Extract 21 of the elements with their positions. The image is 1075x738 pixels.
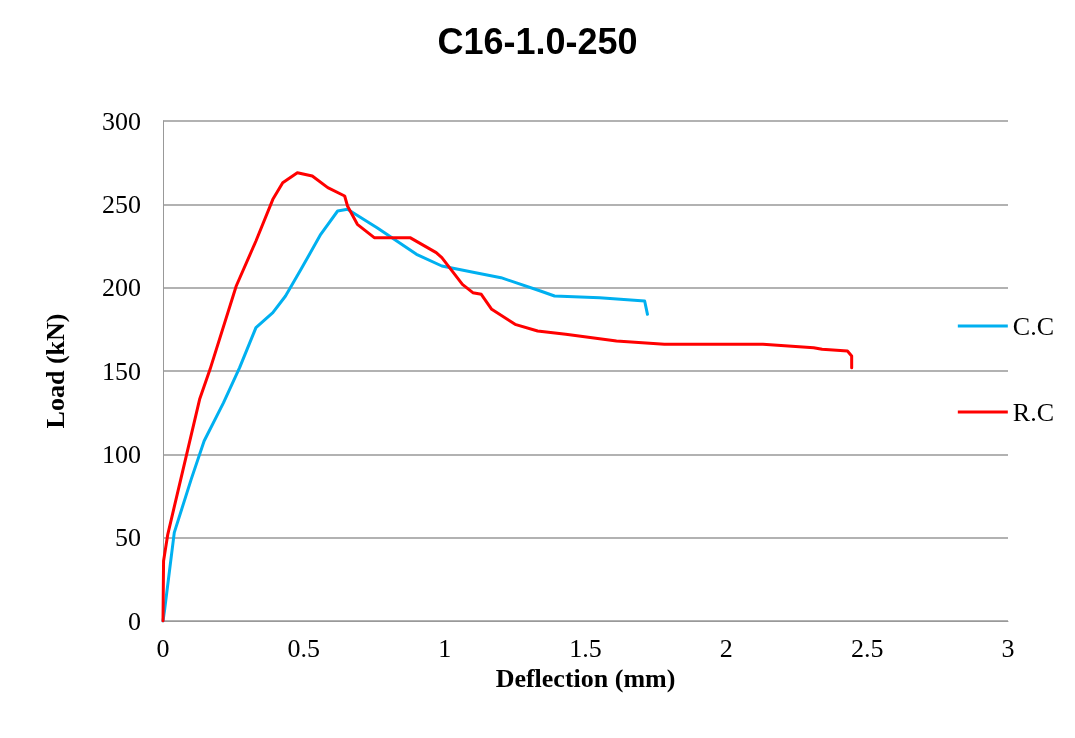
y-axis-title: Load (kN) <box>40 313 70 429</box>
x-axis-title: Deflection (mm) <box>495 664 676 694</box>
line-series <box>161 207 649 623</box>
x-tick-label: 0 <box>156 633 170 663</box>
legend-label: R.C <box>1012 397 1054 427</box>
y-tick-label: 100 <box>102 439 141 469</box>
x-tick-label: 0.5 <box>287 633 321 663</box>
y-tick-label: 200 <box>102 273 141 303</box>
legend-label: C.C <box>1012 311 1054 341</box>
x-tick-label: 1 <box>438 633 452 663</box>
y-tick-label: 150 <box>102 356 141 386</box>
x-tick-label: 3 <box>1001 633 1015 663</box>
x-tick-label: 2.5 <box>850 633 884 663</box>
x-tick-label: 1.5 <box>569 633 602 663</box>
line-series <box>161 171 854 623</box>
y-tick-label: 0 <box>128 606 141 636</box>
x-tick-label: 2 <box>719 633 733 663</box>
chart-title: C16-1.0-250 <box>437 20 638 62</box>
y-tick-label: 250 <box>102 189 141 219</box>
y-tick-label: 300 <box>102 106 141 136</box>
y-tick-label: 50 <box>115 523 141 553</box>
